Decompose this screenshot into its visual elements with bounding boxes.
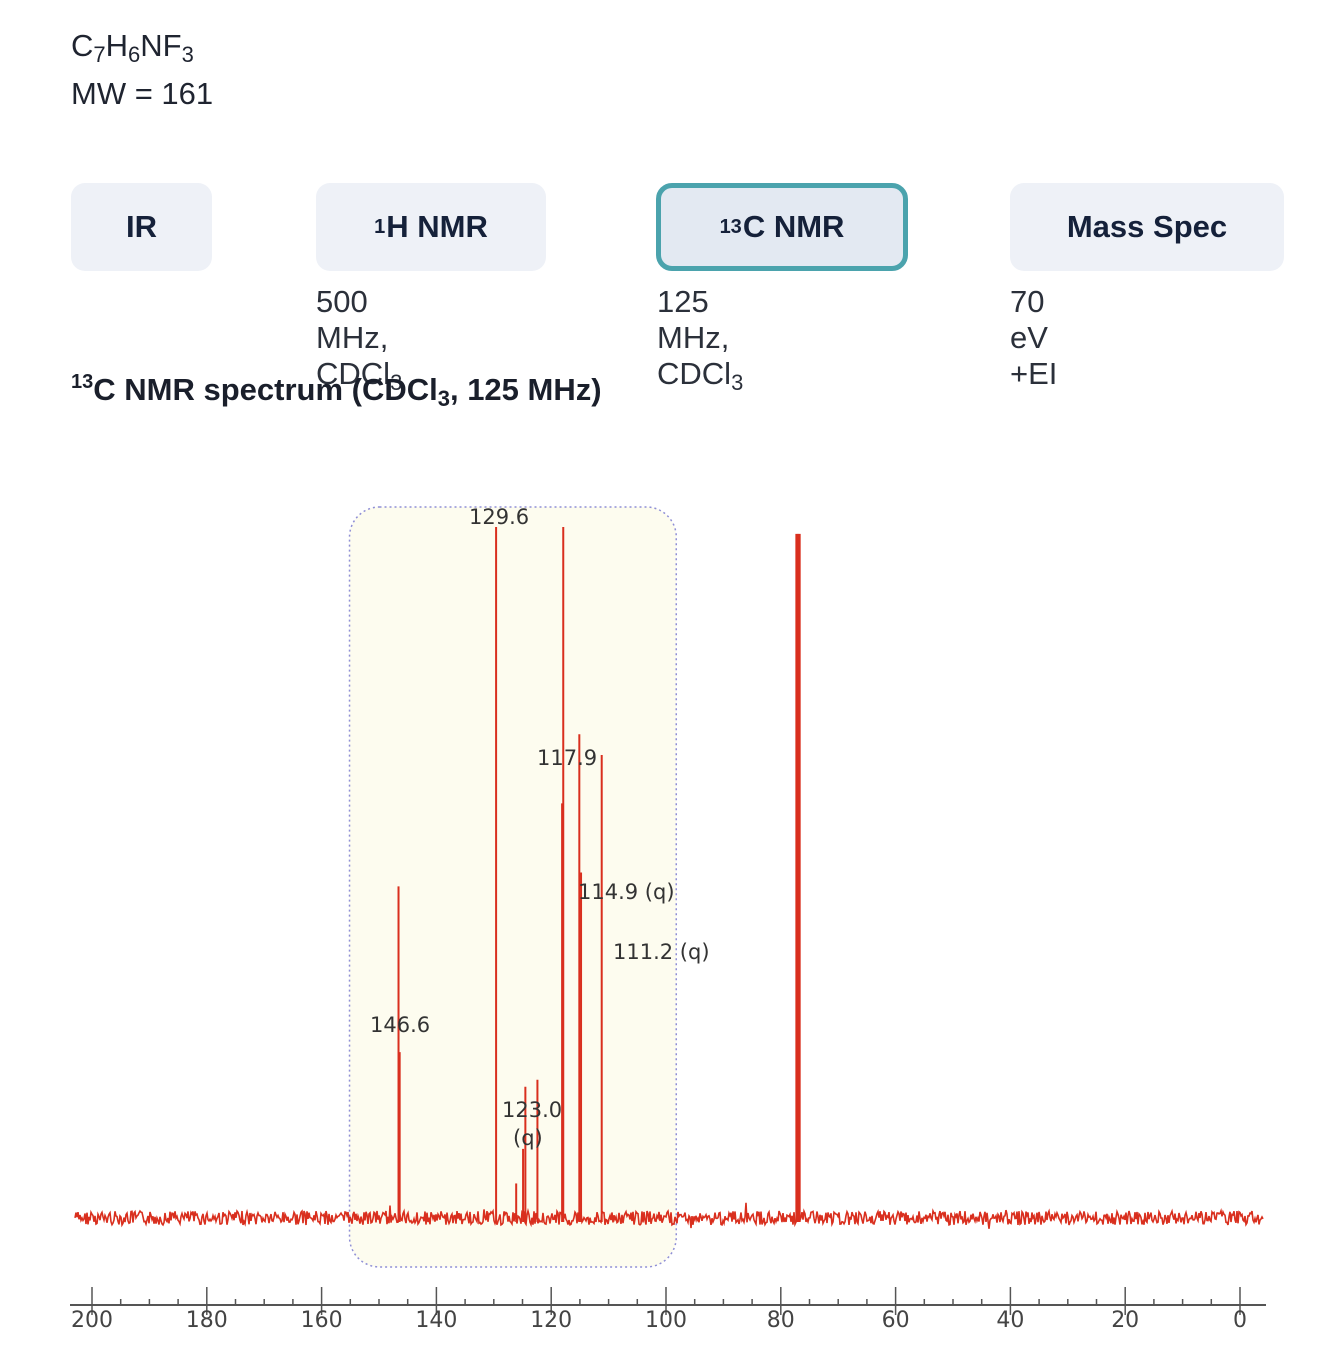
tab-c-nmr-label: C NMR — [742, 209, 845, 244]
peak-label: 129.6 — [469, 505, 529, 529]
x-axis: 200 180 160 140 120 100 80 60 40 20 0 — [70, 1287, 1266, 1333]
axis-tick-label: 160 — [301, 1308, 343, 1333]
peaks-group — [397, 527, 801, 1222]
tab-c-nmr[interactable]: 13 C NMR — [656, 183, 908, 271]
spectrum-baseline — [74, 1202, 1264, 1229]
axis-tick-label: 20 — [1111, 1308, 1139, 1333]
peak-label: (q) — [513, 1126, 543, 1150]
tab-mass-spec-label: Mass Spec — [1066, 209, 1228, 244]
tab-mass-spec-subtitle: 70 eV +EI — [1010, 284, 1058, 391]
axis-tick-label: 140 — [415, 1308, 457, 1333]
axis-tick-label: 120 — [530, 1308, 572, 1333]
peak-label: 123.0 — [502, 1098, 562, 1122]
highlight-region — [348, 506, 678, 1268]
molecular-formula: C7H6NF3 — [71, 28, 194, 67]
axis-tick-label: 60 — [882, 1308, 910, 1333]
peak-labels-group: 146.6 129.6 117.9 114.9 (q) 111.2 (q) 123.0 (q… — [370, 505, 710, 1150]
tab-h-nmr-label: H NMR — [386, 209, 488, 244]
axis-tick-label: 100 — [645, 1308, 687, 1333]
tab-h-nmr-subtitle: 500 MHz, CDCl3 — [316, 284, 403, 395]
tab-c-nmr-subtitle: 125 MHz, CDCl3 — [657, 284, 744, 395]
tab-ir-label: IR — [126, 209, 157, 244]
tab-ir[interactable]: IR — [71, 183, 212, 271]
axis-tick-label: 180 — [186, 1308, 228, 1333]
axis-tick-label: 0 — [1233, 1308, 1247, 1333]
axis-tick-label: 40 — [996, 1308, 1024, 1333]
peak-label: 117.9 — [537, 746, 597, 770]
spectrum-heading: 13C NMR spectrum (CDCl3, 125 MHz) — [71, 371, 602, 411]
peak-label: 114.9 (q) — [578, 880, 675, 904]
tab-mass-spec[interactable]: Mass Spec — [1010, 183, 1284, 271]
axis-tick-label: 200 — [71, 1308, 113, 1333]
axis-tick-label: 80 — [767, 1308, 795, 1333]
molecular-weight: MW = 161 — [71, 76, 214, 111]
peak-label: 146.6 — [370, 1013, 430, 1037]
compound-info: C7H6NF3 MW = 161 — [71, 22, 213, 118]
peak-label: 111.2 (q) — [613, 940, 710, 964]
